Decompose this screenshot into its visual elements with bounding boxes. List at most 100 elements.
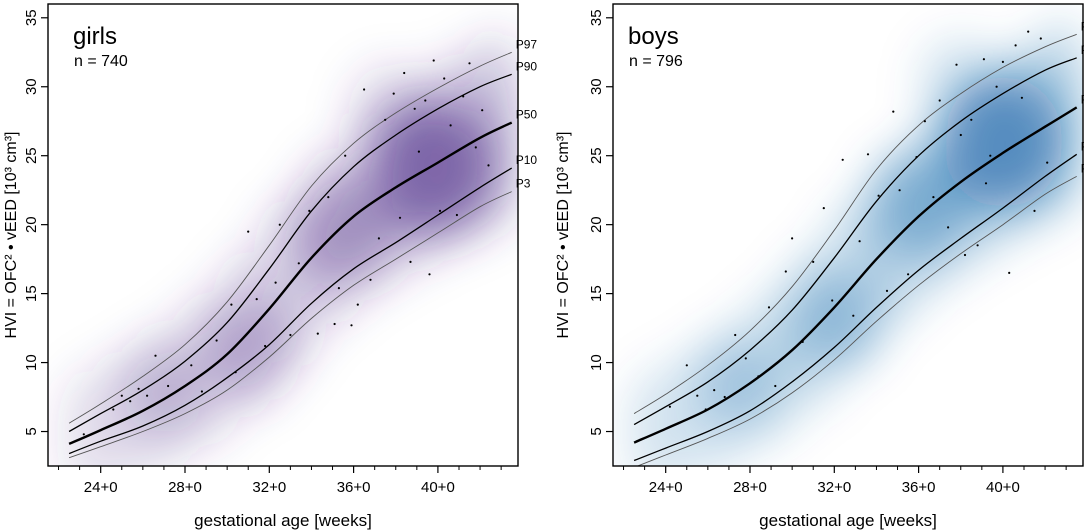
data-point	[234, 371, 237, 374]
plot-frame	[612, 3, 1084, 467]
y-tick-label: 5	[588, 427, 605, 435]
data-point	[264, 344, 267, 348]
data-point	[82, 433, 85, 436]
density-peak	[294, 180, 392, 283]
data-point	[333, 322, 336, 326]
data-point	[308, 209, 311, 212]
y-tick-label: 15	[23, 285, 40, 302]
data-point	[200, 390, 203, 393]
percentile-curves	[68, 51, 513, 459]
data-point	[995, 85, 998, 88]
girls-panel: 24+0 28+0 32+0 36+0 40+0 5 10 15 20 25 30 35 girls…	[3, 3, 538, 530]
data-point	[852, 314, 855, 317]
y-axis-ticks: 5 10 15 20 25 30 35	[588, 9, 613, 436]
data-point	[866, 153, 870, 156]
data-point	[384, 118, 387, 121]
data-point	[774, 384, 777, 388]
panel-title: girls	[73, 23, 117, 50]
percentile-curve-p3	[636, 176, 1077, 466]
data-point	[791, 237, 794, 240]
x-tick-label: 24+0	[84, 479, 118, 496]
x-tick-label: 32+0	[252, 479, 286, 496]
percentile-curve-p3	[68, 191, 512, 459]
data-point	[713, 389, 716, 392]
data-point	[398, 216, 402, 219]
x-tick-label: 40+0	[421, 479, 455, 496]
percentile-label-p90: P90	[516, 59, 538, 73]
x-axis-ticks: 24+0 28+0 32+0 36+0 40+0	[623, 466, 1067, 496]
data-point	[923, 120, 927, 123]
y-tick-label: 5	[23, 427, 40, 435]
data-point	[1008, 271, 1011, 274]
data-point	[462, 95, 465, 98]
density-peak	[919, 36, 1003, 123]
data-point	[907, 273, 910, 276]
plot-frame	[47, 3, 519, 467]
percentile-curve-p90	[68, 73, 512, 433]
data-point	[409, 260, 412, 263]
data-point	[215, 339, 218, 342]
data-point	[955, 63, 958, 66]
data-point	[413, 107, 416, 110]
data-point	[947, 226, 950, 229]
data-point	[327, 196, 330, 199]
y-tick-label: 35	[588, 9, 605, 26]
data-point	[976, 244, 979, 247]
data-point	[247, 230, 250, 233]
data-point	[356, 303, 359, 306]
data-point	[455, 213, 458, 217]
y-tick-label: 25	[23, 147, 40, 164]
data-point	[841, 158, 844, 161]
x-tick-label: 36+0	[902, 479, 936, 496]
data-point	[757, 375, 760, 378]
data-point	[668, 405, 672, 408]
y-axis-label: HVI = OFC² • vEED [10³ cm³]	[555, 132, 572, 339]
data-point	[892, 110, 895, 113]
data-point	[377, 237, 380, 240]
data-point	[898, 189, 901, 192]
data-point	[938, 99, 941, 102]
data-point	[481, 109, 484, 112]
data-point	[784, 270, 787, 273]
data-point	[989, 154, 992, 157]
data-point	[350, 324, 353, 327]
data-point	[167, 384, 170, 388]
data-point	[831, 299, 834, 302]
data-point	[112, 408, 115, 411]
percentile-curve-p50	[68, 121, 513, 445]
data-point	[959, 133, 962, 137]
percentile-curve-p10	[633, 153, 1078, 462]
percentile-label-p50: P50	[1081, 92, 1084, 106]
density-cloud	[621, 18, 1083, 466]
percentile-label-p50: P50	[516, 108, 538, 122]
x-tick-label: 36+0	[337, 479, 371, 496]
data-point	[468, 62, 471, 65]
percentile-label-p3: P3	[1081, 161, 1084, 175]
data-point	[812, 260, 815, 263]
percentile-curve-p97	[68, 51, 512, 424]
data-point	[1046, 161, 1049, 164]
data-point	[137, 387, 140, 390]
data-point	[120, 394, 123, 397]
data-point	[474, 146, 477, 149]
density-peak	[350, 64, 433, 151]
percentile-label-p97: P97	[516, 37, 538, 51]
data-point	[449, 124, 452, 127]
data-point	[438, 209, 442, 212]
data-point	[289, 333, 292, 337]
data-point	[885, 289, 889, 292]
y-tick-label: 35	[23, 9, 40, 26]
scatter-points	[668, 30, 1049, 411]
data-point	[146, 394, 149, 397]
data-point	[432, 59, 435, 62]
data-point	[424, 99, 427, 102]
data-point	[274, 281, 277, 284]
x-axis-label: gestational age [weeks]	[194, 511, 372, 530]
percentile-label-p10: P10	[1081, 139, 1084, 153]
percentile-label-p97: P97	[1081, 19, 1084, 33]
sample-size-label: n = 796	[629, 53, 683, 70]
data-point	[723, 395, 726, 399]
data-point	[337, 287, 340, 290]
